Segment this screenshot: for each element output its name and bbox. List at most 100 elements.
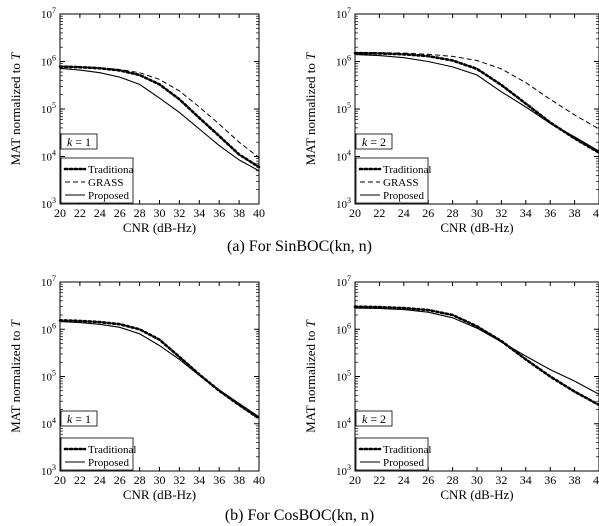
x-tick-label: 24: [94, 473, 106, 487]
legend-label-grass: GRASS: [88, 177, 123, 189]
y-axis-label: MAT normalized to T: [8, 52, 23, 166]
x-tick-label: 28: [134, 473, 146, 487]
annotation-label: k = 2: [362, 412, 386, 426]
x-tick-label: 20: [349, 473, 361, 487]
x-tick-label: 22: [74, 206, 86, 220]
legend-label-traditional: Traditional: [383, 164, 432, 176]
y-tick-label: 106: [336, 321, 351, 336]
x-tick-label: 40: [253, 206, 265, 220]
x-tick-label: 34: [193, 473, 205, 487]
x-tick-label: 38: [569, 206, 581, 220]
x-tick-label: 26: [422, 473, 434, 487]
x-tick-label: 34: [520, 206, 532, 220]
x-tick-label: 30: [154, 206, 166, 220]
caption-a: (a) For SinBOC(kn, n): [227, 238, 372, 255]
y-tick-label: 106: [41, 321, 56, 336]
x-axis-label: CNR (dB-Hz): [440, 220, 513, 235]
x-tick-label: 36: [213, 206, 225, 220]
x-tick-label: 28: [447, 206, 459, 220]
x-tick-label: 36: [544, 206, 556, 220]
caption-b: (b) For CosBOC(kn, n): [224, 507, 375, 524]
legend-label-proposed: Proposed: [383, 190, 424, 202]
x-tick-label: 32: [173, 473, 185, 487]
x-tick-label: 24: [398, 473, 410, 487]
legend-box: [60, 437, 134, 471]
legend-label-proposed: Proposed: [88, 457, 129, 469]
x-tick-label: 22: [74, 473, 86, 487]
chart-panel-b-left: 20 22 24 26 28 30 32 34 36 38 40 103 104 105 106 107 CNR…: [8, 274, 265, 502]
legend-label-traditional: Traditional: [383, 444, 432, 456]
y-tick-label: 105: [336, 369, 351, 384]
y-axis-label: MAT normalized to T: [8, 319, 23, 433]
x-tick-label: 36: [213, 473, 225, 487]
y-tick-label: 105: [336, 101, 351, 116]
x-tick-label: 32: [173, 206, 185, 220]
series-line-traditional: [58, 318, 261, 420]
x-axis-label: CNR (dB-Hz): [440, 487, 513, 502]
annotation-box: [355, 410, 393, 427]
series-line-proposed: [354, 54, 599, 152]
legend-label-traditiona: Traditiona: [88, 164, 134, 176]
x-tick-label: 28: [134, 206, 146, 220]
series-line-proposed: [59, 67, 260, 172]
x-tick-label: 38: [233, 473, 245, 487]
legend-label-proposed: Proposed: [383, 457, 424, 469]
x-tick-label: 32: [495, 206, 507, 220]
x-tick-label: 38: [233, 206, 245, 220]
series-line-proposed: [59, 321, 260, 418]
y-tick-label: 103: [41, 196, 56, 211]
annotation-box: [60, 133, 98, 150]
y-tick-label: 103: [41, 463, 56, 478]
x-tick-label: 30: [154, 473, 166, 487]
x-tick-label: 26: [114, 473, 126, 487]
annotation-box: [60, 410, 98, 427]
y-tick-label: 107: [41, 6, 56, 21]
x-tick-label: 36: [544, 473, 556, 487]
legend-label-grass: GRASS: [383, 177, 418, 189]
series-line-grass: [354, 52, 599, 130]
x-tick-label: 34: [193, 206, 205, 220]
annotation-label: k = 2: [362, 135, 386, 149]
y-tick-label: 107: [41, 274, 56, 289]
chart-panel-a-left: 20 22 24 26 28 30 32 34 36 38 40 103 104 105 106 107 CNR…: [8, 6, 265, 235]
annotation-box: [355, 133, 393, 150]
series-line-traditional: [353, 305, 599, 407]
y-tick-label: 104: [41, 149, 56, 164]
y-tick-label: 105: [41, 369, 56, 384]
x-tick-label: 40: [593, 206, 599, 220]
x-tick-label: 20: [54, 206, 66, 220]
x-tick-label: 24: [398, 206, 410, 220]
legend-label-proposed: Proposed: [88, 190, 129, 202]
x-tick-label: 22: [373, 473, 385, 487]
series-line-proposed: [354, 307, 599, 395]
y-tick-label: 104: [336, 416, 351, 431]
x-axis-label: CNR (dB-Hz): [123, 220, 196, 235]
annotation-label: k = 1: [67, 412, 91, 426]
y-axis-label: MAT normalized to T: [303, 52, 318, 166]
y-tick-label: 107: [336, 6, 351, 21]
x-tick-label: 30: [471, 206, 483, 220]
y-tick-label: 106: [336, 54, 351, 69]
y-tick-label: 105: [41, 101, 56, 116]
x-tick-label: 20: [54, 473, 66, 487]
y-tick-label: 104: [336, 149, 351, 164]
x-axis-label: CNR (dB-Hz): [123, 487, 196, 502]
x-tick-label: 32: [495, 473, 507, 487]
x-tick-label: 26: [114, 206, 126, 220]
y-axis-label: MAT normalized to T: [303, 319, 318, 433]
chart-panel-b-right: 20 22 24 26 28 30 32 34 36 38 40 103 104 105 106 107 CNR…: [303, 274, 599, 502]
x-tick-label: 38: [569, 473, 581, 487]
legend-box: [355, 157, 429, 204]
series-line-grass: [59, 65, 260, 158]
x-tick-label: 28: [447, 473, 459, 487]
chart-panel-a-right: 20 22 24 26 28 30 32 34 36 38 40 103 104 105 106 107 CNR…: [303, 6, 599, 235]
x-tick-label: 30: [471, 473, 483, 487]
legend-label-traditional: Traditional: [88, 444, 137, 456]
y-tick-label: 104: [41, 416, 56, 431]
x-tick-label: 24: [94, 206, 106, 220]
y-tick-label: 103: [336, 196, 351, 211]
x-tick-label: 26: [422, 206, 434, 220]
y-tick-label: 103: [336, 463, 351, 478]
y-tick-label: 106: [41, 54, 56, 69]
